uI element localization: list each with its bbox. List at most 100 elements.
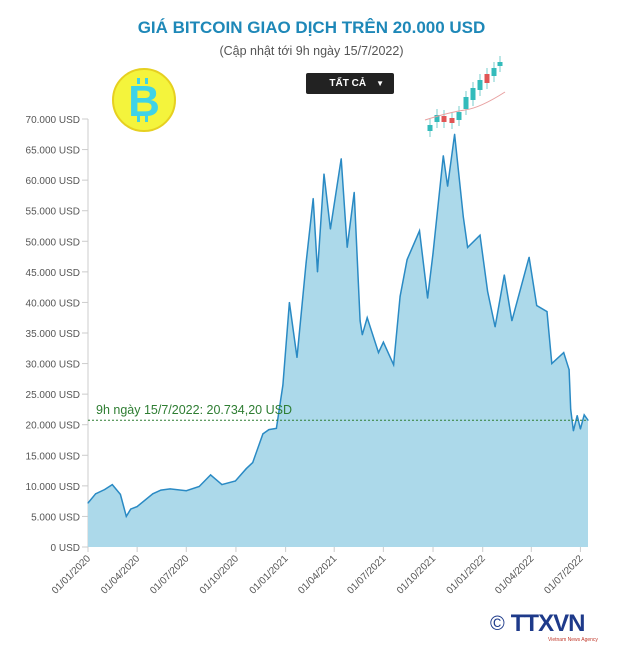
data-point [340, 158, 342, 160]
data-point [160, 489, 162, 491]
data-point [152, 493, 154, 495]
data-point [406, 259, 408, 261]
candle-body [470, 88, 476, 100]
candle-body [427, 125, 433, 131]
range-select-dropdown[interactable]: TẤT CẢ ▼ [306, 73, 394, 94]
y-tick-label: 15.000 USD [26, 451, 80, 462]
data-point [104, 488, 106, 491]
data-point [579, 428, 582, 430]
data-point [494, 326, 496, 328]
y-tick-label: 30.000 USD [26, 360, 80, 371]
x-tick-label: 01/10/2020 [198, 553, 241, 596]
y-tick-label: 45.000 USD [26, 268, 80, 279]
data-point [221, 484, 223, 486]
data-point [185, 490, 187, 492]
svg-text:B: B [128, 77, 160, 126]
range-select-label: TẤT CẢ [329, 78, 367, 89]
ttxvn-logo: © TTXVN Vietnam News Agency [490, 610, 598, 643]
candle-body [456, 112, 462, 120]
data-point [262, 433, 264, 435]
y-tick-label: 10.000 USD [26, 482, 80, 493]
data-point [136, 506, 138, 508]
data-point [359, 320, 361, 322]
candle-body [484, 74, 490, 83]
data-point [503, 274, 505, 276]
data-point [462, 216, 464, 218]
logo-tagline: Vietnam News Agency [548, 637, 598, 643]
data-point [268, 429, 270, 431]
data-point [442, 155, 444, 157]
data-point [377, 351, 380, 354]
copyright-icon: © [490, 612, 505, 635]
candle-body [434, 115, 440, 122]
data-point [572, 430, 575, 432]
candle-body [477, 80, 483, 90]
y-tick-label: 40.000 USD [26, 298, 80, 309]
price-area [88, 134, 588, 548]
reference-label: 9h ngày 15/7/2022: 20.734,20 USD [96, 403, 292, 417]
y-tick-label: 55.000 USD [26, 207, 80, 218]
data-point [296, 356, 298, 359]
data-point [570, 408, 572, 411]
y-tick-label: 0 USD [51, 543, 80, 554]
data-point [393, 364, 395, 366]
data-point [432, 252, 434, 255]
chart-title: GIÁ BITCOIN GIAO DỊCH TRÊN 20.000 USD [137, 18, 486, 37]
y-tick-label: 70.000 USD [26, 115, 80, 126]
data-point [382, 341, 384, 343]
data-point [288, 301, 291, 304]
chevron-down-icon: ▼ [376, 79, 384, 88]
data-point [551, 362, 553, 365]
data-point [536, 304, 538, 307]
data-point [305, 262, 307, 264]
y-tick-label: 5.000 USD [31, 512, 80, 523]
data-point [486, 290, 489, 293]
y-tick-label: 35.000 USD [26, 329, 80, 340]
data-point [169, 488, 171, 490]
data-point [568, 369, 570, 371]
data-point [346, 246, 348, 248]
candle-body [463, 97, 469, 109]
data-point [198, 485, 200, 488]
data-point [245, 468, 247, 470]
data-point [399, 295, 401, 297]
x-tick-label: 01/04/2020 [99, 553, 142, 596]
x-tick-label: 01/07/2021 [345, 553, 388, 596]
data-point [427, 297, 429, 299]
trend-line [424, 91, 506, 121]
candle-body [441, 116, 447, 122]
data-point [361, 334, 363, 336]
x-tick-label: 01/01/2022 [445, 553, 488, 596]
data-point [447, 185, 449, 187]
data-point [454, 133, 456, 135]
data-point [209, 474, 212, 476]
data-point [583, 414, 585, 416]
data-point [576, 414, 578, 417]
data-point [511, 320, 513, 322]
data-point [366, 317, 368, 319]
x-tick-label: 01/01/2020 [50, 553, 93, 596]
candlestick-decoration-icon [424, 56, 506, 137]
data-point [252, 462, 254, 464]
data-point [466, 246, 469, 248]
bitcoin-icon: B [112, 68, 176, 132]
y-tick-label: 50.000 USD [26, 237, 80, 248]
data-point [353, 191, 355, 193]
data-point [587, 419, 589, 421]
data-point [323, 173, 325, 175]
data-point [125, 515, 127, 518]
x-tick-label: 01/07/2022 [542, 553, 585, 596]
x-tick-label: 01/01/2021 [248, 553, 291, 596]
y-tick-label: 60.000 USD [26, 176, 80, 187]
candle-body [497, 62, 503, 66]
data-point [528, 256, 530, 258]
logo-text: TTXVN [510, 610, 586, 637]
data-point [111, 484, 113, 486]
x-tick-label: 01/07/2020 [148, 553, 191, 596]
data-point [234, 480, 237, 482]
data-point [87, 502, 89, 504]
data-point [119, 493, 121, 496]
x-tick-label: 01/04/2022 [493, 553, 536, 596]
